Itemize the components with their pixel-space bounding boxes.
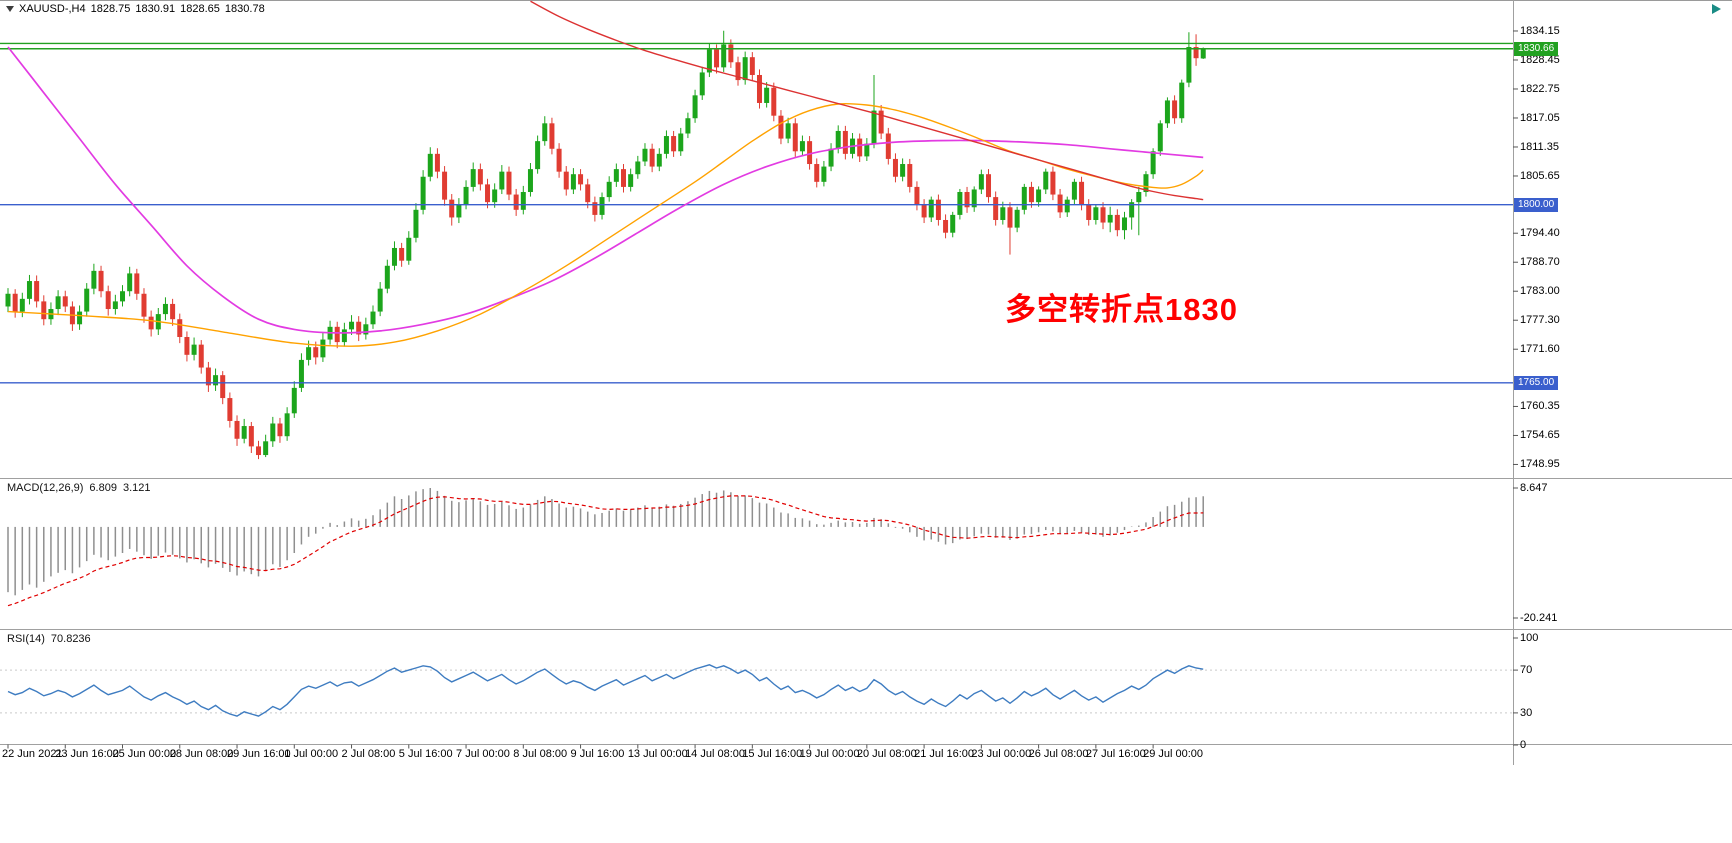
price-tick-label: 1794.40 bbox=[1520, 227, 1560, 240]
time-tick-label: 7 Jul 00:00 bbox=[456, 748, 510, 760]
price-tick-label: 1817.05 bbox=[1520, 111, 1560, 124]
price-tick-label: 1760.35 bbox=[1520, 400, 1560, 413]
chart-marker-icon bbox=[6, 6, 14, 12]
time-tick-label: 25 Jun 00:00 bbox=[112, 748, 177, 760]
rsi-scale-label: 0 bbox=[1520, 739, 1527, 751]
time-tick-label: 5 Jul 16:00 bbox=[398, 748, 453, 760]
macd-signal-value: 3.121 bbox=[122, 482, 151, 494]
price-tick-label: 1788.70 bbox=[1520, 256, 1560, 269]
price-scale[interactable]: 1834.15 1828.45 1822.75 1817.05 1811.35 1805.… bbox=[1513, 0, 1732, 751]
low-value: 1828.65 bbox=[180, 3, 220, 15]
time-tick-label: 23 Jul 00:00 bbox=[971, 748, 1032, 760]
time-tick-label: 13 Jul 00:00 bbox=[627, 748, 688, 760]
time-tick-label: 26 Jul 08:00 bbox=[1028, 748, 1089, 760]
candlestick-series[interactable] bbox=[5, 30, 1206, 460]
time-tick-label: 2 Jul 08:00 bbox=[341, 748, 396, 760]
rsi-scale-label: 70 bbox=[1520, 664, 1533, 677]
moving-average-lines bbox=[7, 0, 1204, 347]
annotation-text: 多空转折点1830 bbox=[1005, 292, 1238, 327]
macd-main-value: 6.809 bbox=[89, 482, 117, 494]
rsi-panel[interactable] bbox=[0, 664, 1513, 717]
rsi-scale-label: 30 bbox=[1520, 706, 1533, 719]
rsi-scale-label: 100 bbox=[1520, 632, 1539, 644]
horizontal-line-objects[interactable] bbox=[0, 42, 1513, 384]
high-value: 1830.91 bbox=[135, 3, 176, 15]
time-tick-label: 9 Jul 16:00 bbox=[570, 748, 625, 760]
time-scale[interactable]: 22 Jun 2021 23 Jun 16:00 25 Jun 00:00 28 Ju… bbox=[0, 744, 1732, 772]
price-tick-label: 1783.00 bbox=[1520, 285, 1560, 298]
time-tick-label: 14 Jul 08:00 bbox=[685, 748, 745, 760]
time-tick-label: 21 Jul 16:00 bbox=[914, 748, 975, 760]
time-tick-label: 27 Jul 16:00 bbox=[1085, 748, 1146, 760]
panel-separators bbox=[0, 0, 1732, 765]
symbol-period-label: XAUUSD-,H4 bbox=[19, 3, 86, 15]
macd-name: MACD(12,26,9) bbox=[7, 482, 84, 494]
scale-ticks bbox=[7, 30, 1518, 749]
price-line-badge: 1800.00 bbox=[1514, 197, 1559, 212]
time-tick-label: 1 Jul 00:00 bbox=[284, 748, 339, 760]
price-tick-label: 1828.45 bbox=[1520, 53, 1560, 66]
chart-shift-icon[interactable] bbox=[1712, 4, 1721, 14]
rsi-indicator-label: RSI(14) 70.8236 bbox=[7, 633, 91, 645]
price-tick-label: 1805.65 bbox=[1520, 169, 1560, 182]
macd-scale-label: -20.241 bbox=[1520, 611, 1558, 624]
time-tick-label: 15 Jul 16:00 bbox=[742, 748, 803, 760]
time-tick-label: 29 Jul 00:00 bbox=[1143, 748, 1204, 760]
price-tick-label: 1834.15 bbox=[1520, 24, 1560, 37]
time-tick-label: 20 Jul 08:00 bbox=[856, 748, 917, 760]
chart-title: XAUUSD-,H4 1828.75 1830.91 1828.65 1830.… bbox=[6, 3, 265, 15]
time-tick-label: 28 Jun 08:00 bbox=[169, 748, 234, 760]
time-tick-label: 8 Jul 08:00 bbox=[513, 748, 568, 760]
macd-scale-label: 8.647 bbox=[1520, 482, 1548, 494]
price-tick-label: 1822.75 bbox=[1520, 82, 1560, 95]
price-tick-label: 1811.35 bbox=[1520, 140, 1559, 153]
macd-indicator-label: MACD(12,26,9) 6.809 3.121 bbox=[7, 482, 150, 494]
price-line-badge: 1830.66 bbox=[1514, 41, 1559, 56]
time-tick-label: 22 Jun 2021 bbox=[2, 748, 63, 760]
price-tick-label: 1771.60 bbox=[1520, 343, 1560, 356]
price-line-badge: 1765.00 bbox=[1514, 375, 1559, 390]
price-tick-label: 1777.30 bbox=[1520, 314, 1560, 327]
rsi-name: RSI(14) bbox=[7, 633, 45, 645]
price-tick-label: 1754.65 bbox=[1520, 429, 1560, 442]
price-tick-label: 1748.95 bbox=[1520, 458, 1560, 471]
time-tick-label: 29 Jun 16:00 bbox=[227, 748, 291, 760]
time-tick-label: 23 Jun 16:00 bbox=[55, 748, 119, 760]
time-tick-label: 19 Jul 00:00 bbox=[799, 748, 860, 760]
close-value: 1830.78 bbox=[224, 3, 265, 15]
open-value: 1828.75 bbox=[90, 3, 131, 15]
macd-panel[interactable] bbox=[7, 488, 1204, 607]
rsi-value: 70.8236 bbox=[50, 633, 91, 645]
